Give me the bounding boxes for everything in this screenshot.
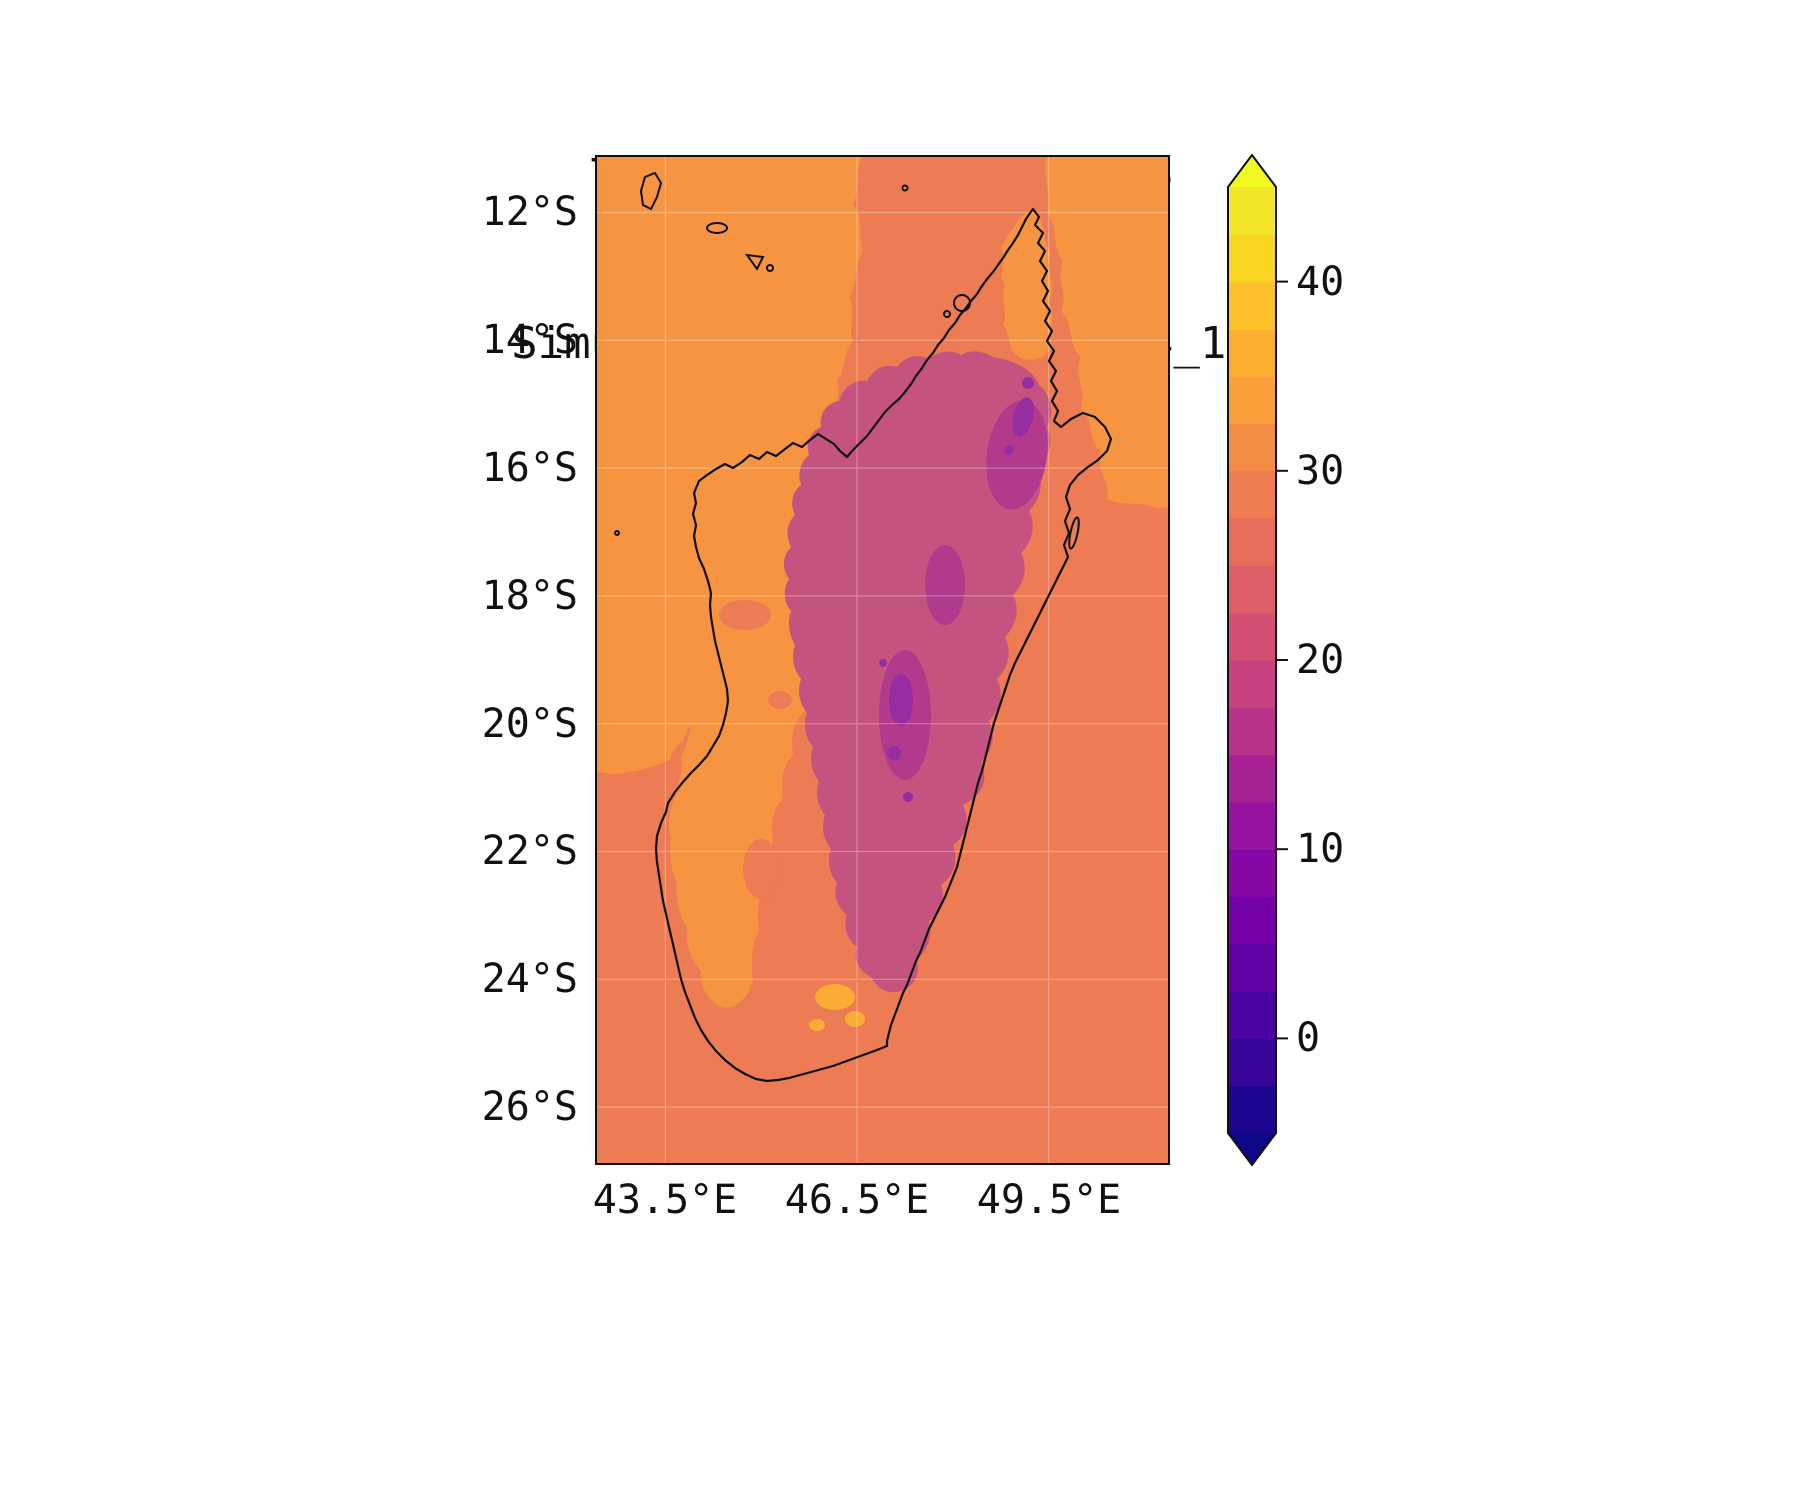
cold-spot-central-small-2 — [903, 792, 913, 802]
island-moheli — [706, 222, 728, 234]
colorbar-label-30: 30 — [1296, 448, 1345, 494]
temperature-map — [595, 155, 1170, 1165]
colorbar-band — [1228, 991, 1276, 1039]
colorbar-extend-over — [1228, 155, 1276, 187]
cool-pocket-west-3 — [768, 691, 792, 709]
cold-spot-tsaratanana — [1012, 397, 1034, 437]
colorbar — [1227, 153, 1288, 1167]
small-islands — [614, 171, 1080, 550]
y-tick-label-12s: 12°S — [481, 189, 578, 235]
y-tick-label-14s: 14°S — [481, 317, 578, 363]
colorbar-band — [1228, 376, 1276, 425]
y-tick-label-16s: 16°S — [481, 445, 578, 491]
colorbar-label-40: 40 — [1296, 259, 1345, 305]
hot-patch-south-1 — [815, 984, 855, 1010]
x-tick-label-43-5e: 43.5°E — [592, 1177, 738, 1223]
hot-patch-south-2 — [845, 1011, 865, 1027]
colorbar-band — [1228, 423, 1276, 472]
island-grande-comore — [639, 171, 663, 211]
cool-pocket-west-2 — [743, 839, 779, 899]
cold-spot-ne-small — [1022, 377, 1034, 389]
colorbar-band — [1228, 849, 1276, 898]
colorbar-band — [1228, 328, 1276, 377]
warm-land-west — [668, 409, 935, 1008]
colorbar-band — [1228, 801, 1276, 850]
island-sainte-marie — [1068, 516, 1080, 550]
gridlines — [595, 155, 1170, 1165]
colorbar-band — [1228, 470, 1276, 519]
colorbar-band — [1228, 660, 1276, 708]
colorbar-band — [1228, 707, 1276, 756]
colorbar-bands — [1228, 187, 1276, 1134]
colorbar-band — [1228, 518, 1276, 566]
y-tick-label-24s: 24°S — [481, 956, 578, 1002]
cold-spot-central-small — [887, 746, 901, 760]
islet-north — [901, 184, 909, 192]
colorbar-band — [1228, 1085, 1276, 1134]
island-nosy-be-islet — [943, 310, 951, 318]
island-nosy-be — [953, 294, 971, 312]
x-tick-label-46-5e: 46.5°E — [784, 1177, 930, 1223]
warm-ocean-northeast — [1045, 155, 1170, 508]
colorbar-label-0: 0 — [1296, 1015, 1321, 1061]
colorbar-outline — [1227, 153, 1277, 1167]
island-anjouan-islet — [766, 264, 774, 272]
colorbar-band — [1228, 565, 1276, 614]
colorbar-band — [1228, 896, 1276, 945]
cold-spot-ankaratra — [889, 674, 913, 726]
colorbar-label-10: 10 — [1296, 826, 1345, 872]
highlands-core-mid — [925, 545, 965, 625]
colorbar-band — [1228, 1038, 1276, 1087]
highlands-core-northeast — [986, 400, 1048, 510]
colorbar-extend-under — [1228, 1133, 1276, 1165]
y-tick-label-18s: 18°S — [481, 573, 578, 619]
colorbar-band — [1228, 234, 1276, 283]
cold-spot-central-small-3 — [879, 659, 887, 667]
axes-frame — [595, 155, 1170, 1165]
hot-patch-south-3 — [809, 1019, 825, 1031]
islet-west — [614, 530, 620, 536]
colorbar-band — [1228, 754, 1276, 803]
colorbar-band — [1228, 187, 1276, 235]
cool-pocket-west-1 — [719, 600, 771, 630]
island-anjouan — [744, 253, 765, 271]
y-tick-label-20s: 20°S — [481, 701, 578, 747]
madagascar-coastline — [654, 207, 1113, 1083]
colorbar-band — [1228, 612, 1276, 661]
colorbar-band — [1228, 281, 1276, 330]
x-tick-label-49-5e: 49.5°E — [976, 1177, 1122, 1223]
cold-spot-ne-small-2 — [1004, 445, 1014, 455]
colorbar-tick-marks — [1276, 280, 1288, 1040]
colorbar-band — [1228, 943, 1276, 992]
y-tick-label-26s: 26°S — [481, 1084, 578, 1130]
y-tick-label-22s: 22°S — [481, 828, 578, 874]
colorbar-label-20: 20 — [1296, 637, 1345, 683]
